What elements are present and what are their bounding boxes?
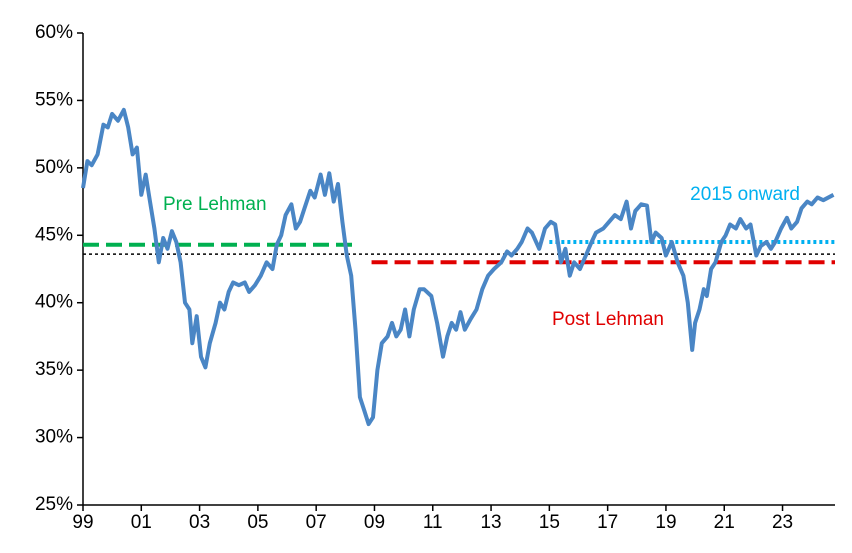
y-tick-label: 55% [35,89,73,110]
y-tick-label: 35% [35,359,73,380]
reference-label: Pre Lehman [163,194,267,215]
x-tick-label: 09 [364,512,385,533]
y-tick-label: 50% [35,157,73,178]
reference-label: 2015 onward [690,184,800,205]
x-tick-label: 99 [72,512,93,533]
series-line [81,107,835,427]
x-tick-label: 01 [131,512,152,533]
y-tick-label: 25% [35,494,73,515]
x-tick-label: 11 [423,512,443,533]
x-tick-label: 05 [247,512,268,533]
y-tick-label: 60% [35,22,73,43]
x-tick-label: 03 [189,512,210,533]
x-tick-label: 21 [714,512,735,533]
x-tick-label: 19 [655,512,676,533]
y-tick-label: 45% [35,224,73,245]
reference-label: Post Lehman [552,309,664,330]
x-tick-label: 07 [306,512,327,533]
x-tick-label: 17 [597,512,618,533]
x-tick-label: 13 [480,512,501,533]
y-tick-label: 40% [35,292,73,313]
x-tick-label: 15 [539,512,560,533]
y-tick-label: 30% [35,427,73,448]
x-tick-label: 23 [772,512,793,533]
